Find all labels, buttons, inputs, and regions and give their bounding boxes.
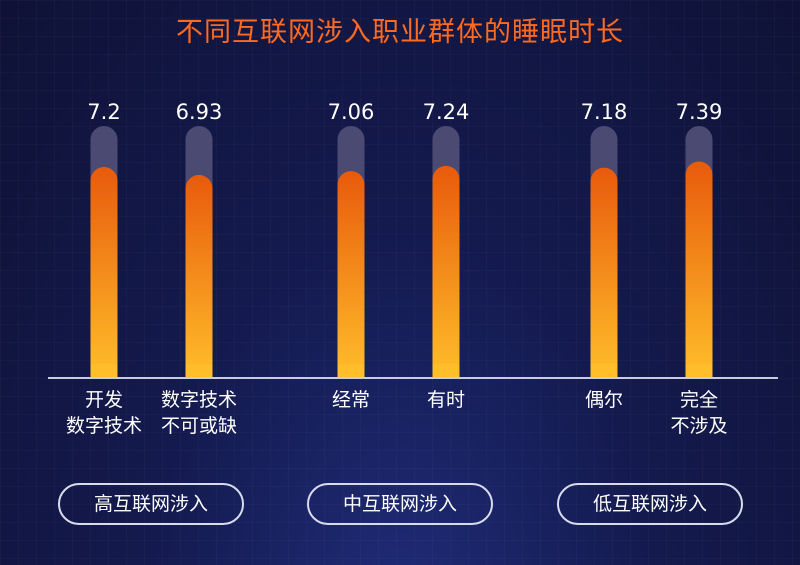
bar-base	[685, 364, 713, 378]
category-label: 数字技术	[161, 389, 237, 411]
category-label: 数字技术	[66, 415, 142, 437]
category-label: 不涉及	[670, 415, 727, 437]
bar-base	[590, 364, 618, 378]
category-label: 不可或缺	[161, 415, 237, 437]
group-button-medium[interactable]: 中互联网涉入	[307, 483, 493, 525]
bar-chart: 7.2开发数字技术6.93数字技术不可或缺7.06经常7.24有时7.18偶尔7…	[48, 100, 778, 437]
bar	[337, 171, 365, 378]
category-label: 经常	[332, 389, 370, 411]
value-label: 7.18	[581, 100, 628, 124]
value-label: 7.24	[423, 100, 470, 124]
bar	[185, 174, 213, 378]
group-button-low[interactable]: 低互联网涉入	[557, 483, 743, 525]
bar-base	[432, 364, 460, 378]
value-label: 7.06	[328, 100, 375, 124]
bar-base	[337, 364, 365, 378]
chart-title: 不同互联网涉入职业群体的睡眠时长	[176, 17, 624, 48]
category-label: 完全	[680, 389, 718, 411]
bar	[590, 167, 618, 378]
bar-base	[185, 364, 213, 378]
bar-base	[90, 364, 118, 378]
category-label: 偶尔	[585, 389, 623, 411]
value-label: 7.2	[87, 100, 120, 124]
category-label: 开发	[85, 389, 123, 411]
bar	[685, 161, 713, 378]
category-label: 有时	[427, 389, 465, 411]
value-label: 6.93	[176, 100, 223, 124]
bar	[432, 165, 460, 378]
group-button-high[interactable]: 高互联网涉入	[58, 483, 244, 525]
bar	[90, 167, 118, 378]
value-label: 7.39	[676, 100, 723, 124]
